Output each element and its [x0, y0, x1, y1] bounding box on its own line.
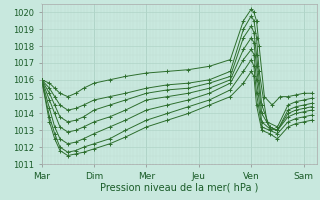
X-axis label: Pression niveau de la mer( hPa ): Pression niveau de la mer( hPa )	[100, 182, 258, 192]
